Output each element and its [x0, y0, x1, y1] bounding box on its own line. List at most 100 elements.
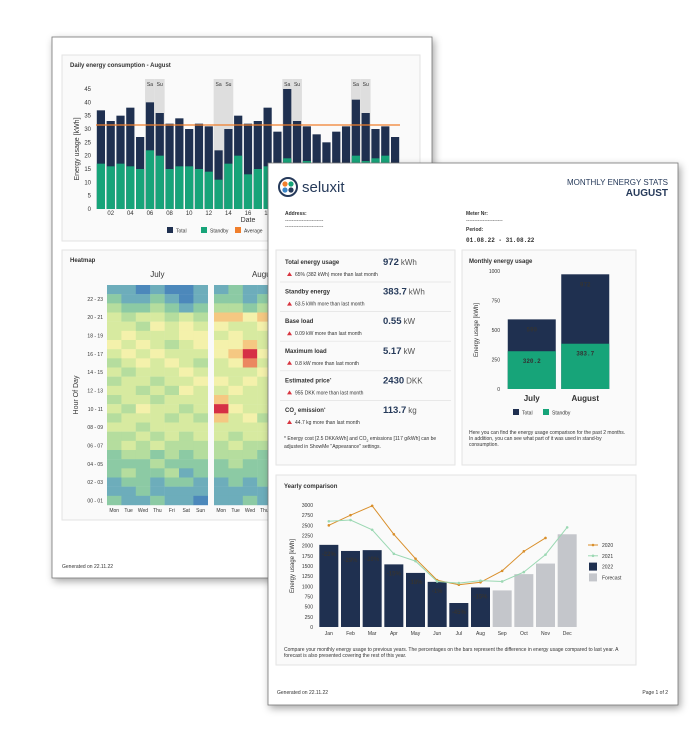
bar: [234, 155, 243, 209]
bar: [507, 351, 556, 389]
heat-cell: [164, 486, 180, 497]
value-number: 972: [383, 257, 399, 268]
day-label: Sat: [182, 508, 190, 514]
heat-cell: [193, 385, 208, 396]
heat-cell: [135, 413, 151, 423]
heat-cell: [135, 486, 151, 497]
bar: [243, 123, 253, 209]
line-point: [327, 519, 331, 523]
heat-cell: [121, 413, 136, 423]
hour-label: 12 - 13: [87, 388, 103, 394]
heat-cell: [135, 330, 151, 341]
stat-label: Maximum load: [285, 349, 327, 355]
heat-cell: [179, 285, 194, 295]
bar: [136, 169, 145, 209]
paragraph: Compare your monthly energy usage to pre…: [284, 647, 619, 660]
legend-label: Total: [522, 411, 533, 417]
label-text: Estimated price: [285, 378, 330, 384]
bar: [253, 169, 262, 209]
heat-cell: [214, 303, 229, 313]
heat-cell: [164, 312, 180, 322]
heat-cell: [242, 303, 258, 313]
bar: [145, 150, 155, 209]
weekend-label: Su: [363, 82, 369, 88]
heat-cell: [135, 440, 151, 451]
x-axis-label: Date: [241, 217, 256, 224]
heat-cell: [107, 395, 122, 405]
bar: [427, 581, 447, 627]
heat-cell: [179, 330, 194, 341]
heat-cell: [135, 367, 151, 377]
heat-cell: [179, 422, 194, 432]
x-tick-label: Mar: [368, 631, 377, 637]
page-number: Page 1 of 2: [642, 690, 668, 696]
label-text: CO: [285, 408, 294, 414]
heat-cell: [242, 450, 258, 460]
heat-cell: [228, 450, 243, 460]
heat-cell: [193, 422, 208, 432]
stat-change: 65% (382 kWh) more than last month: [295, 272, 378, 278]
x-tick-label: 02: [107, 211, 114, 217]
heat-cell: [242, 285, 258, 295]
heat-cell: [135, 285, 151, 295]
heat-cell: [257, 422, 272, 432]
heat-cell: [228, 330, 243, 341]
heat-cell: [228, 285, 243, 295]
heat-cell: [150, 349, 165, 359]
y-tick-label: 2750: [302, 513, 313, 519]
line-point: [522, 550, 526, 553]
x-tick-label: Apr: [390, 631, 398, 637]
value-unit: kWh: [409, 288, 425, 297]
heat-cell: [228, 312, 243, 322]
hour-label: 06 - 07: [87, 443, 103, 449]
logo-text: seluxit: [302, 179, 345, 196]
heat-cell: [257, 321, 272, 332]
stat-change: 955 DKK more than last month: [295, 390, 364, 396]
heat-cell: [228, 340, 243, 350]
heat-cell: [228, 431, 243, 442]
change-arrow: [287, 331, 292, 336]
heat-cell: [164, 468, 180, 478]
heat-cell: [257, 459, 272, 469]
bar: [471, 587, 490, 627]
heat-cell: [228, 404, 243, 414]
heat-cell: [257, 330, 272, 341]
heat-cell: [164, 440, 180, 451]
heat-cell: [193, 413, 208, 423]
heat-cell: [179, 413, 194, 423]
value-unit: kg: [408, 406, 416, 415]
x-tick-label: August: [571, 394, 599, 403]
y-tick-label: 1750: [302, 554, 313, 560]
bar: [96, 163, 106, 209]
y-tick-label: 500: [492, 328, 501, 334]
field-line: ----------------------: [466, 218, 503, 224]
change-label: -45%: [452, 610, 467, 616]
bar: [175, 118, 184, 209]
heat-cell: [193, 459, 208, 469]
line-point: [370, 504, 374, 508]
heat-cell: [214, 349, 229, 359]
heat-cell: [242, 376, 258, 387]
heat-cell: [179, 486, 194, 497]
heat-cell: [228, 459, 243, 469]
paragraph: Here you can find the energy usage compa…: [469, 430, 626, 449]
heat-cell: [121, 440, 136, 451]
legend-swatch: [513, 409, 519, 415]
heat-cell: [164, 431, 180, 442]
stat-value: 383.7 kWh: [383, 287, 425, 298]
front-page: seluxit MONTHLY ENERGY STATS AUGUST Addr…: [267, 162, 679, 706]
heat-cell: [135, 303, 151, 313]
heat-cell: [228, 376, 243, 387]
heat-cell: [179, 358, 194, 368]
heat-cell: [257, 312, 272, 322]
heat-cell: [257, 450, 272, 460]
value-unit: kWh: [401, 258, 417, 267]
heat-cell: [214, 450, 229, 460]
bar: [106, 121, 115, 209]
heat-cell: [242, 385, 258, 396]
heat-cell: [121, 376, 136, 387]
heat-cell: [135, 340, 151, 350]
heat-cell: [150, 340, 165, 350]
heat-cell: [150, 367, 165, 377]
line-point: [500, 580, 504, 583]
